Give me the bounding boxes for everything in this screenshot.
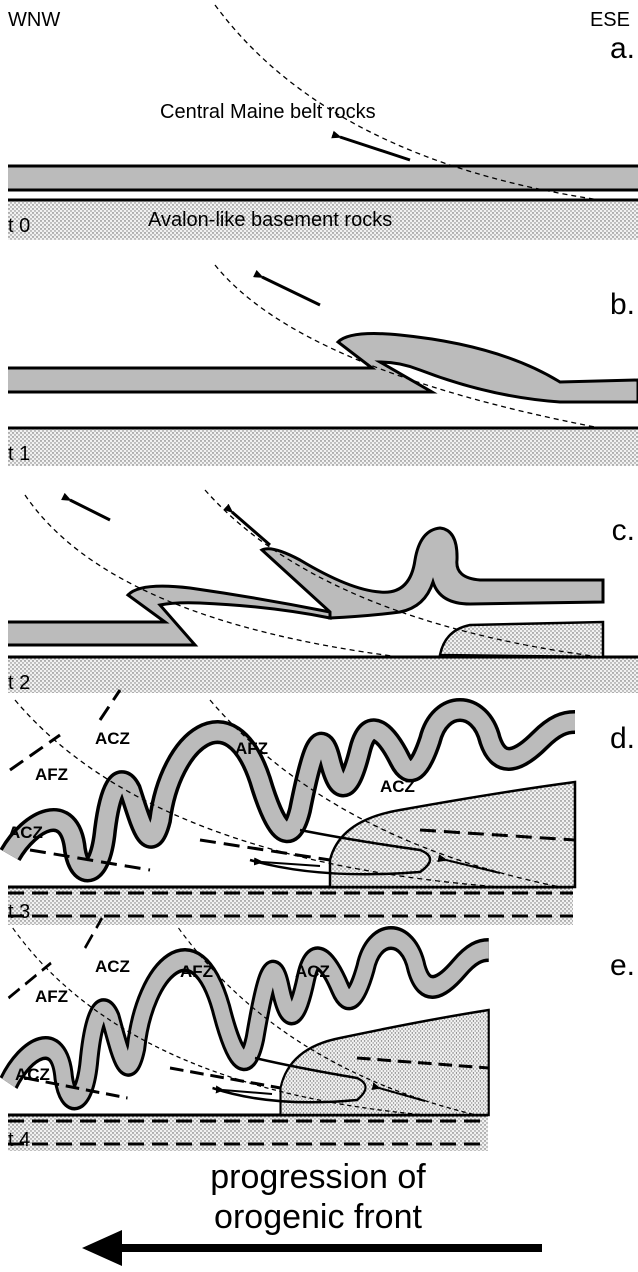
basement-slice bbox=[438, 620, 605, 659]
motion-arrow bbox=[61, 492, 111, 522]
thrust bbox=[24, 494, 401, 658]
panel-c: c. t 2 bbox=[8, 489, 638, 694]
zone-label: ACZ bbox=[15, 1065, 50, 1084]
zone-label: AFZ bbox=[35, 765, 68, 784]
panel-e: e. t 4 ACZ AFZ AFZ ACZ ACZ bbox=[8, 918, 635, 1151]
zone-label: ACZ bbox=[8, 823, 43, 842]
basement bbox=[8, 428, 638, 466]
basement bbox=[8, 200, 638, 240]
layer bbox=[8, 332, 638, 404]
panel-b: b. t 1 bbox=[8, 264, 638, 466]
time-label: t 4 bbox=[8, 1129, 30, 1151]
panel-label: d. bbox=[610, 722, 635, 755]
direction-left: WNW bbox=[8, 9, 60, 31]
motion-arrow bbox=[253, 269, 321, 307]
footer: progression of orogenic front bbox=[82, 1158, 542, 1266]
zone-label: ACZ bbox=[95, 729, 130, 748]
annotation: Central Maine belt rocks bbox=[160, 101, 376, 123]
time-label: t 2 bbox=[8, 672, 30, 694]
thrust bbox=[214, 4, 601, 201]
caption: orogenic front bbox=[214, 1198, 422, 1236]
thrust bbox=[204, 489, 601, 658]
panel-a: a. Central Maine belt rocks Avalon-like … bbox=[8, 4, 638, 240]
direction-right: ESE bbox=[590, 9, 630, 31]
motion-arrow bbox=[331, 130, 411, 162]
time-label: t 1 bbox=[8, 443, 30, 465]
front-arrowhead bbox=[82, 1230, 122, 1266]
panel-label: c. bbox=[612, 514, 635, 547]
folds bbox=[9, 918, 489, 1115]
thrust bbox=[214, 264, 601, 429]
annotation: Avalon-like basement rocks bbox=[148, 209, 392, 231]
motion-arrow bbox=[223, 503, 271, 547]
folds bbox=[10, 690, 575, 887]
zone-label: ACZ bbox=[295, 962, 330, 981]
panel-label: b. bbox=[610, 288, 635, 321]
zone-label: AFZ bbox=[180, 962, 213, 981]
zone-label: ACZ bbox=[95, 957, 130, 976]
time-label: t 0 bbox=[8, 215, 30, 237]
zone-label: AFZ bbox=[35, 987, 68, 1006]
panel-label: a. bbox=[610, 32, 635, 65]
panel-d: d. t 3 AFZ ACZ ACZ AFZ ACZ bbox=[8, 690, 635, 925]
time-label: t 3 bbox=[8, 901, 30, 923]
zone-label: AFZ bbox=[235, 739, 268, 758]
caption: progression of bbox=[210, 1158, 426, 1196]
basement bbox=[8, 657, 638, 693]
layer bbox=[259, 526, 605, 620]
layer bbox=[8, 166, 638, 190]
panel-label: e. bbox=[610, 949, 635, 982]
zone-label: ACZ bbox=[380, 777, 415, 796]
